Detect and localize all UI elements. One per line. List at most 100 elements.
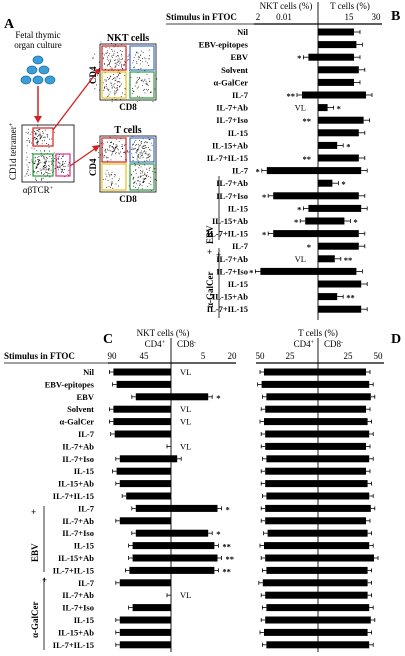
dot	[148, 159, 150, 161]
dot	[107, 157, 109, 158]
d-cd8-bar	[318, 380, 370, 388]
dot	[111, 78, 113, 80]
d-cd8-bar	[318, 566, 368, 574]
dot	[49, 173, 51, 175]
dot	[103, 143, 105, 145]
dot	[147, 90, 149, 92]
dot	[110, 142, 112, 143]
dot	[38, 162, 40, 164]
d-cd8-bar	[318, 554, 374, 562]
d-cd4-bar	[262, 579, 318, 587]
dot	[34, 162, 36, 164]
dot	[34, 137, 36, 139]
d-cd8-bar	[318, 591, 368, 599]
b-t-err	[361, 206, 368, 211]
dot	[116, 63, 118, 65]
dot	[108, 90, 110, 92]
c-row-label: IL-15+Ab	[58, 479, 94, 489]
dot	[136, 51, 138, 53]
dot	[97, 75, 99, 77]
dot	[135, 144, 136, 146]
dot	[111, 82, 113, 84]
dot	[138, 148, 140, 150]
dot	[26, 140, 28, 141]
dot	[38, 135, 39, 136]
dot	[35, 139, 36, 141]
b-group-gal-plus: +	[216, 250, 221, 260]
dot	[143, 89, 145, 90]
dot	[34, 133, 36, 135]
dot	[133, 90, 135, 92]
c-cd4-err	[131, 394, 136, 399]
dot	[36, 165, 38, 167]
dot	[117, 73, 119, 75]
dot	[132, 182, 134, 184]
dot	[54, 168, 56, 170]
dot	[106, 87, 108, 89]
dot	[109, 77, 110, 79]
dot	[62, 168, 64, 170]
dot	[39, 160, 41, 162]
dot	[118, 185, 119, 187]
dot	[141, 84, 143, 86]
dot	[140, 144, 142, 146]
dot	[149, 166, 151, 168]
dot	[121, 144, 123, 146]
dot	[117, 80, 119, 82]
dot	[137, 149, 139, 151]
dot	[148, 88, 149, 90]
dot	[144, 174, 146, 176]
dot	[122, 58, 124, 60]
dot	[45, 169, 47, 171]
dot	[117, 149, 119, 151]
dot	[35, 166, 37, 168]
dot	[131, 153, 133, 155]
d-cd8-err	[367, 580, 373, 585]
b-t-bar	[318, 280, 362, 288]
dot	[132, 88, 133, 89]
d-cd8-bar	[318, 467, 366, 475]
dot	[110, 84, 112, 86]
dot	[57, 166, 59, 168]
c-row-label: IL-15	[74, 541, 94, 551]
dot	[132, 143, 134, 145]
thymus-lobes	[20, 55, 56, 85]
dot	[149, 149, 150, 151]
d-cd8-bar	[318, 368, 366, 376]
dot	[123, 63, 125, 65]
dot	[53, 152, 55, 154]
dot	[102, 82, 104, 84]
d-cd4-err	[258, 580, 263, 585]
b-row-label: IL-7+IL-15	[207, 153, 248, 163]
c-vl: VL	[180, 441, 191, 451]
b-row-label: IL-15	[228, 128, 248, 138]
dot	[40, 138, 41, 140]
dot	[49, 165, 50, 167]
dot	[50, 160, 52, 162]
c-cd8-bar	[171, 542, 215, 550]
dot	[121, 68, 123, 70]
c-cd4-err	[115, 481, 120, 486]
dot	[46, 157, 48, 158]
dot	[42, 132, 44, 134]
c-cd4-err	[121, 494, 127, 498]
dot	[135, 151, 137, 153]
dot	[111, 178, 113, 180]
dot	[43, 165, 45, 167]
dot	[147, 186, 148, 188]
dot	[99, 80, 101, 82]
dot	[113, 150, 115, 151]
dot	[61, 169, 63, 171]
dot	[143, 145, 145, 146]
c-star: **	[222, 542, 231, 552]
dot	[99, 89, 100, 91]
dot	[148, 49, 150, 51]
dot	[110, 61, 111, 63]
dot	[45, 163, 47, 165]
b-star-nkt: *	[249, 267, 253, 277]
panel-b: B Stimulus in FTOC NKT cells (%) T cells…	[166, 1, 400, 320]
c-cd4-bar	[119, 579, 171, 587]
dot	[44, 156, 46, 158]
dot	[133, 56, 135, 58]
c-row-label: EBV	[77, 392, 95, 402]
